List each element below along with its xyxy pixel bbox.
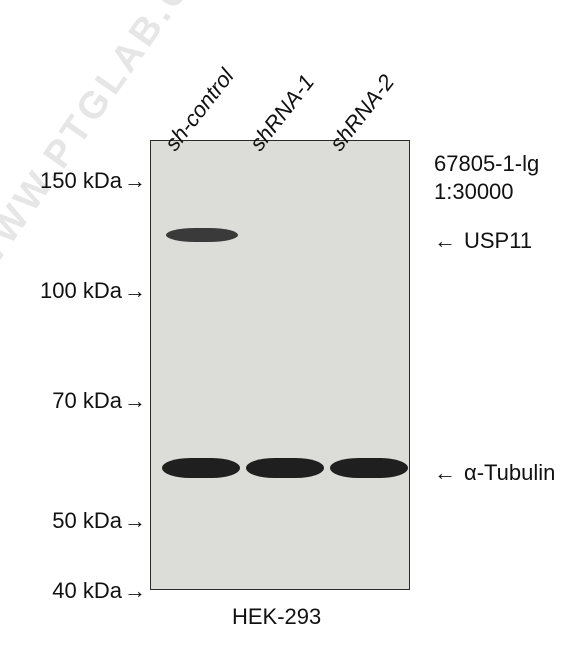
mw-marker: 40 kDa→ (52, 578, 146, 604)
antibody-catalog: 67805-1-lg (434, 150, 539, 178)
target-label: USP11 (464, 228, 532, 254)
target-label: α-Tubulin (464, 460, 555, 486)
blot-membrane (150, 140, 410, 590)
antibody-dilution: 1:30000 (434, 178, 539, 206)
band-usp11 (166, 228, 238, 242)
mw-marker: 70 kDa→ (52, 388, 146, 414)
mw-marker: 150 kDa→ (40, 168, 146, 194)
mw-marker: 50 kDa→ (52, 508, 146, 534)
cell-line-label: HEK-293 (232, 604, 321, 630)
band-tubulin (162, 458, 240, 478)
antibody-info: 67805-1-lg 1:30000 (434, 150, 539, 205)
band-tubulin (246, 458, 324, 478)
arrow-left-icon: ← (434, 228, 456, 254)
band-tubulin (330, 458, 408, 478)
arrow-left-icon: ← (434, 460, 456, 486)
mw-marker: 100 kDa→ (40, 278, 146, 304)
